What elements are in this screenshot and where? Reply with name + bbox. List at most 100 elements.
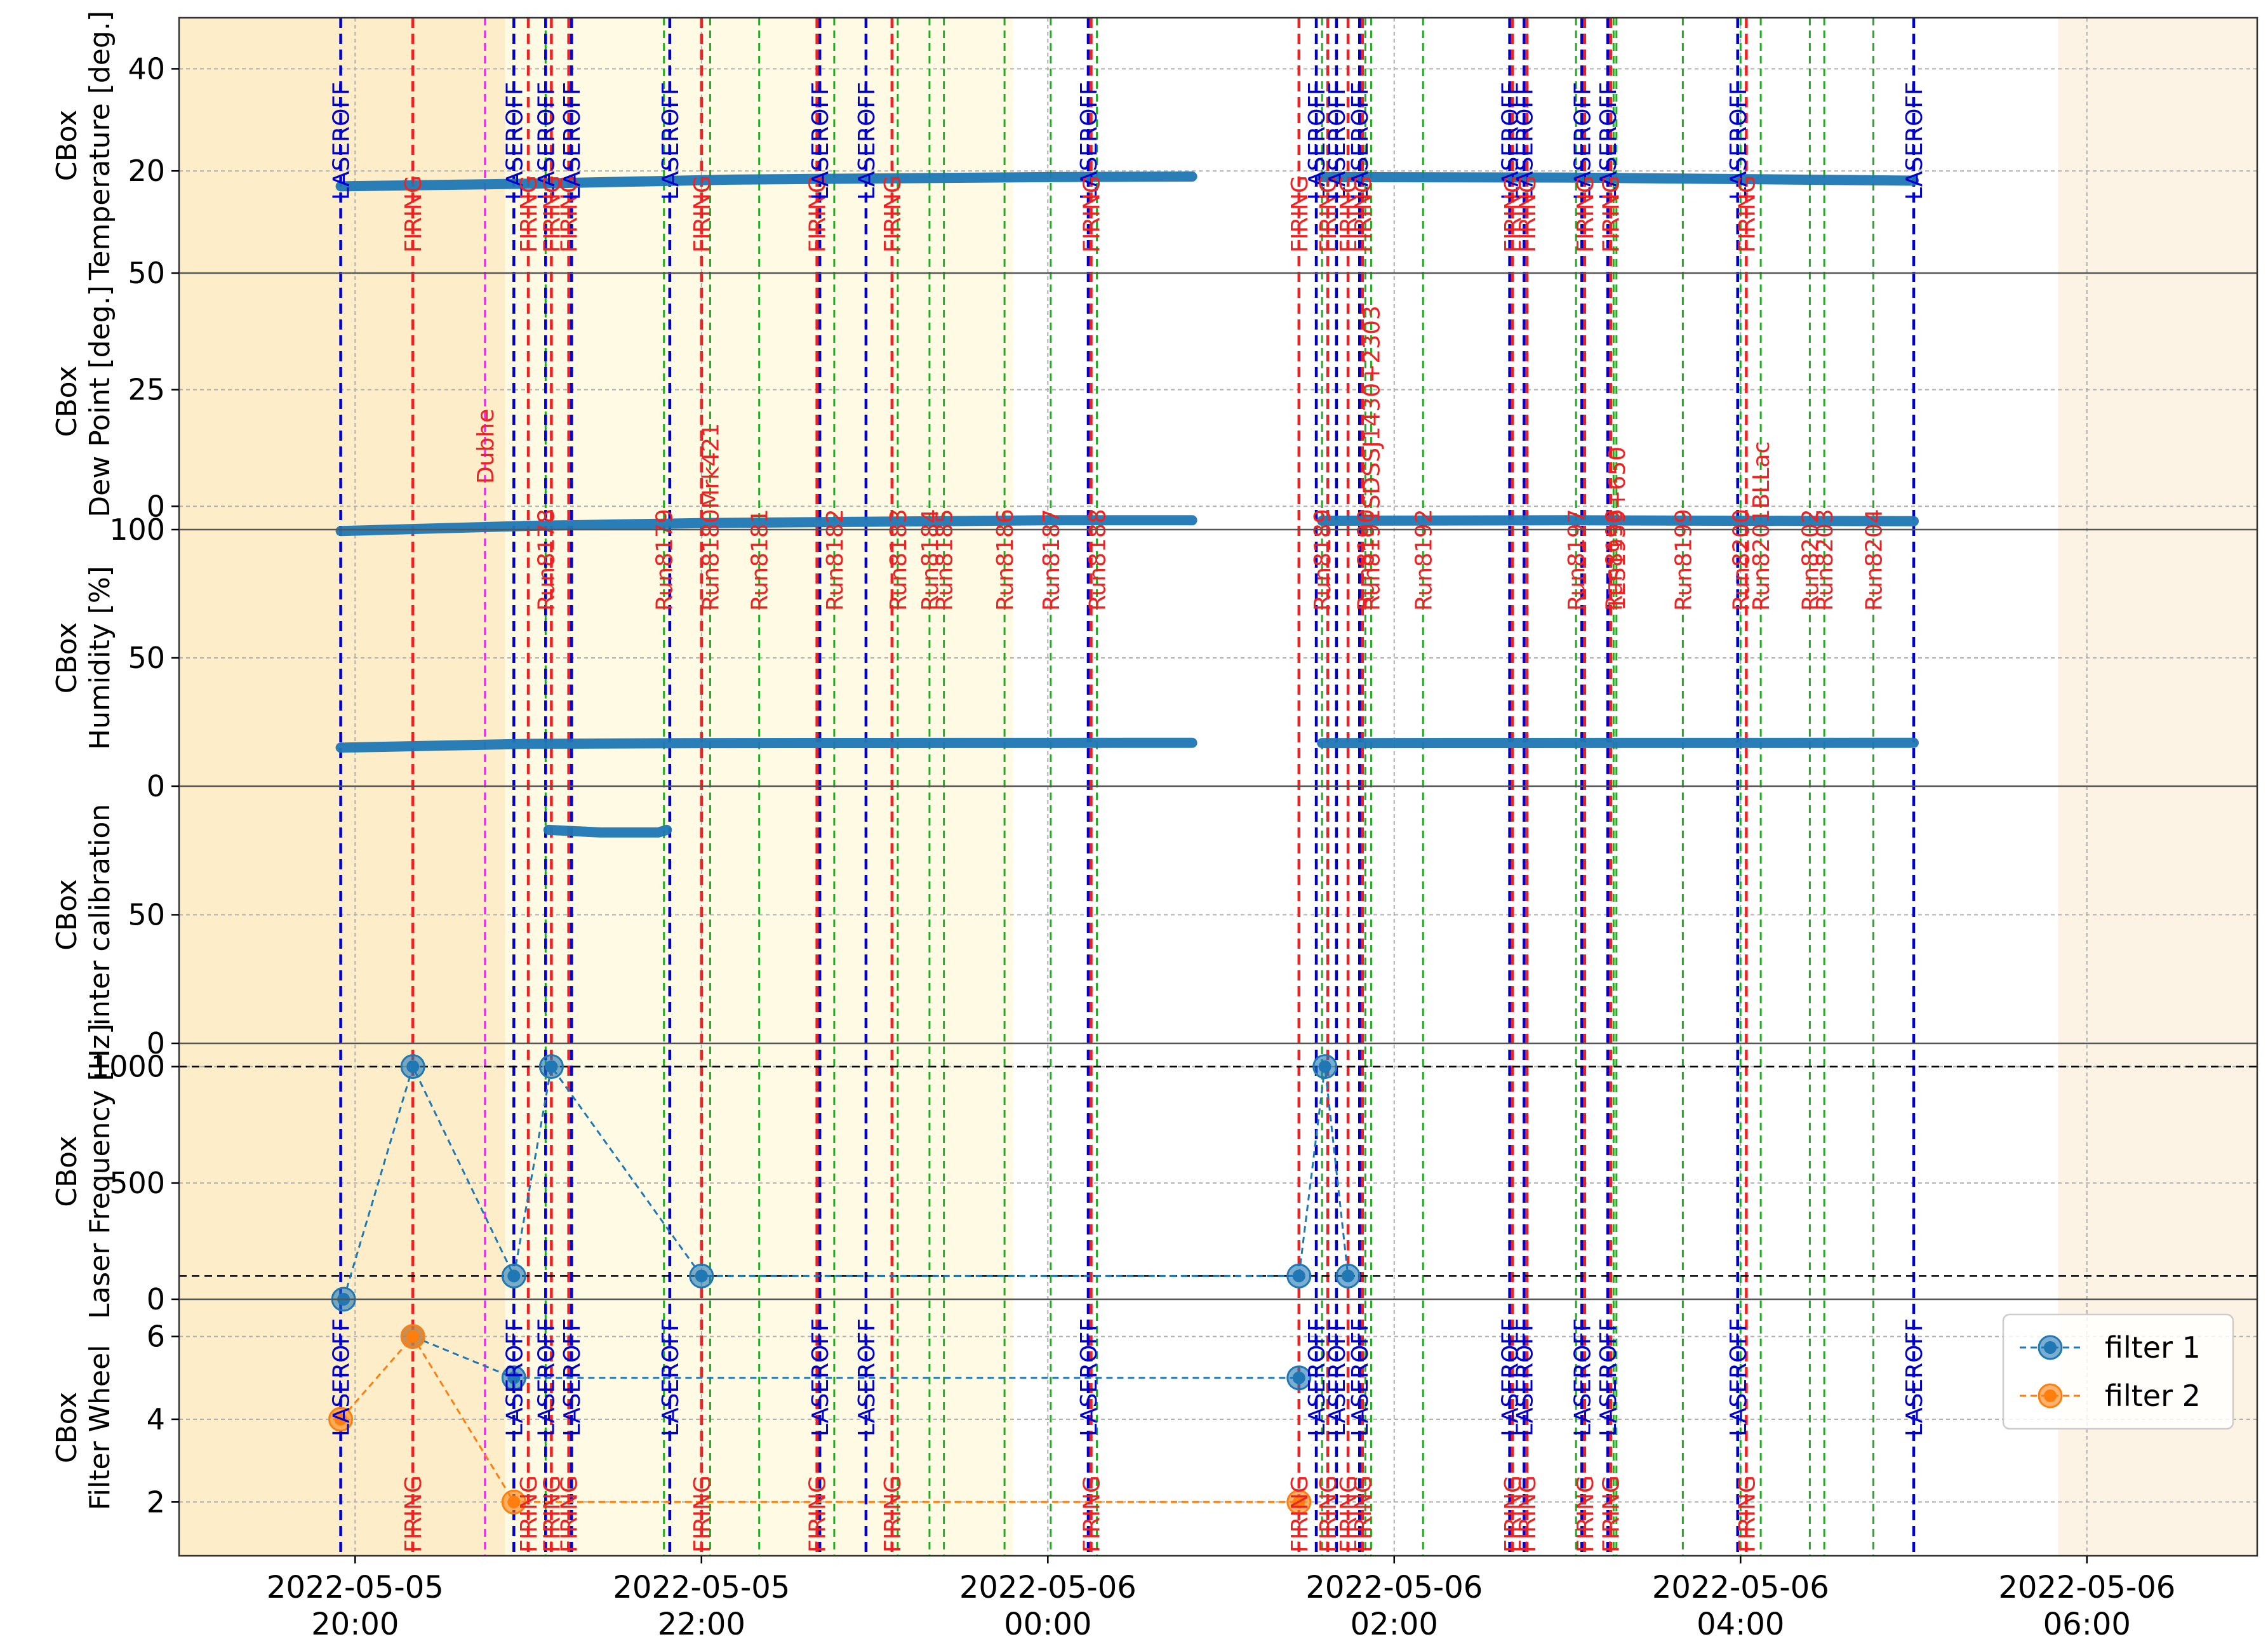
y-tick-label: 2 xyxy=(147,1485,165,1519)
x-tick-date: 2022-05-06 xyxy=(959,1570,1137,1605)
firing-label: FIRING xyxy=(1500,175,1526,253)
firing-label: FIRING xyxy=(557,1475,583,1553)
run-label: Run8203 xyxy=(1812,509,1838,611)
firing-label: FIRING xyxy=(401,175,427,253)
run-label: Run8191SDSSJ1430+2303 xyxy=(1359,305,1385,611)
firing-label: FIRING xyxy=(1351,1475,1377,1553)
firing-label: FIRING xyxy=(1287,175,1313,253)
firing-label: FIRING xyxy=(557,175,583,253)
firing-label: FIRING xyxy=(516,1475,542,1553)
y-axis-label: Humidity [%] xyxy=(84,566,116,750)
firing-label: FIRING xyxy=(539,175,565,253)
y-axis-label: CBox xyxy=(51,1135,83,1207)
run-label: Run8197 xyxy=(1564,509,1590,611)
laseroff-label: LASEROFF xyxy=(1726,1318,1752,1436)
y-axis-label: Laser Frequency [Hz] xyxy=(84,1024,116,1319)
y-axis-label: CBox xyxy=(51,879,83,951)
firing-label: FIRING xyxy=(1573,1475,1599,1553)
laseroff-label: LASEROFF xyxy=(1324,82,1351,200)
firing-label: FIRING xyxy=(1599,175,1625,253)
y-axis-label: CBox xyxy=(51,110,83,182)
firing-label: FIRING xyxy=(1734,1475,1760,1553)
run-label: Run8182 xyxy=(822,509,848,611)
legend: filter 1 filter 2 xyxy=(2002,1313,2234,1430)
laseroff-label: LASEROFF xyxy=(559,82,585,200)
run-label: Run8188 xyxy=(1085,509,1111,611)
run-label: Run8204 xyxy=(1861,509,1887,611)
legend-label: filter 2 xyxy=(2105,1379,2201,1413)
y-tick-label: 50 xyxy=(128,898,165,932)
firing-label: FIRING xyxy=(1316,1475,1342,1553)
firing-label: FIRING xyxy=(805,1475,831,1553)
firing-label: FIRING xyxy=(1573,175,1599,253)
firing-label: FIRING xyxy=(1316,175,1342,253)
firing-label: FIRING xyxy=(1336,1475,1362,1553)
x-tick-date: 2022-05-06 xyxy=(1998,1570,2175,1605)
laseroff-label: LASEROFF xyxy=(1076,82,1102,200)
y-tick-label: 500 xyxy=(109,1166,165,1200)
firing-label: FIRING xyxy=(1500,1475,1526,1553)
firing-label: FIRING xyxy=(1336,175,1362,253)
laseroff-label: LASEROFF xyxy=(1902,82,1928,200)
run-label: Run8190 xyxy=(1353,509,1379,611)
run-label: Run8186 xyxy=(992,509,1018,611)
laseroff-label: LASEROFF xyxy=(533,1318,559,1436)
y-axis-label: CBox xyxy=(51,622,83,694)
x-tick-time: 22:00 xyxy=(658,1607,745,1639)
laseroff-label: LASEROFF xyxy=(1304,1318,1330,1436)
y-tick-label: 20 xyxy=(128,154,165,188)
laseroff-label: LASEROFF xyxy=(1512,1318,1538,1436)
y-tick-label: 6 xyxy=(147,1320,165,1354)
laseroff-label: LASEROFF xyxy=(1570,82,1596,200)
laseroff-label: LASEROFF xyxy=(854,82,880,200)
firing-label: FIRING xyxy=(1734,175,1760,253)
data-point-core xyxy=(507,1495,521,1509)
laseroff-label: LASEROFF xyxy=(854,1318,880,1436)
legend-swatch-core xyxy=(2044,1389,2057,1402)
series-line xyxy=(340,1335,1299,1503)
data-point-core xyxy=(695,1269,708,1283)
run-label: Run8189 xyxy=(1310,509,1336,611)
x-tick-date: 2022-05-06 xyxy=(1305,1570,1483,1605)
firing-label: FIRING xyxy=(1515,1475,1541,1553)
firing-label: FIRING xyxy=(880,175,906,253)
laseroff-label: LASEROFF xyxy=(1347,1318,1373,1436)
y-axis-label: inter calibration xyxy=(84,804,116,1026)
y-tick-label: 0 xyxy=(147,1026,165,1060)
laseroff-label: LASEROFF xyxy=(1076,1318,1102,1436)
laseroff-label: LASEROFF xyxy=(1304,82,1330,200)
firing-label: FIRING xyxy=(690,1475,716,1553)
firing-label: FIRING xyxy=(516,175,542,253)
data-point-core xyxy=(1292,1371,1305,1384)
data-series xyxy=(1317,515,1919,526)
y-tick-label: 0 xyxy=(147,489,165,523)
laseroff-label: LASEROFF xyxy=(502,82,528,200)
data-point-core xyxy=(406,1060,420,1073)
laseroff-label: LASEROFF xyxy=(559,1318,585,1436)
firing-label: FIRING xyxy=(401,1475,427,1553)
y-axis-label: Filter Wheel xyxy=(84,1345,116,1511)
x-tick-time: 20:00 xyxy=(311,1607,399,1639)
firing-label: FIRING xyxy=(805,175,831,253)
x-tick-time: 00:00 xyxy=(1004,1607,1091,1639)
x-tick-date: 2022-05-05 xyxy=(267,1570,444,1605)
data-point-core xyxy=(1292,1269,1305,1283)
laseroff-label: LASEROFF xyxy=(1902,1318,1928,1436)
laseroff-label: LASEROFF xyxy=(329,82,355,200)
y-tick-label: 0 xyxy=(147,1282,165,1316)
laseroff-label: LASEROFF xyxy=(1347,82,1373,200)
data-point-core xyxy=(507,1371,521,1384)
run-label: Run8198 xyxy=(1601,509,1627,611)
data-point-core xyxy=(1342,1269,1355,1283)
data-point-core xyxy=(1318,1060,1331,1073)
run-label: Run8200 xyxy=(1728,509,1754,611)
y-axis-label: CBox xyxy=(51,1392,83,1464)
x-tick-time: 04:00 xyxy=(1697,1607,1784,1639)
run-label: Run8187 xyxy=(1039,509,1065,611)
laseroff-label: LASEROFF xyxy=(1512,82,1538,200)
laseroff-label: LASEROFF xyxy=(1570,1318,1596,1436)
run-label: Run8178 xyxy=(533,509,559,611)
run-label: Run8201BLLac xyxy=(1749,441,1775,611)
x-tick-date: 2022-05-06 xyxy=(1652,1570,1829,1605)
laseroff-label: LASEROFF xyxy=(1498,82,1524,200)
